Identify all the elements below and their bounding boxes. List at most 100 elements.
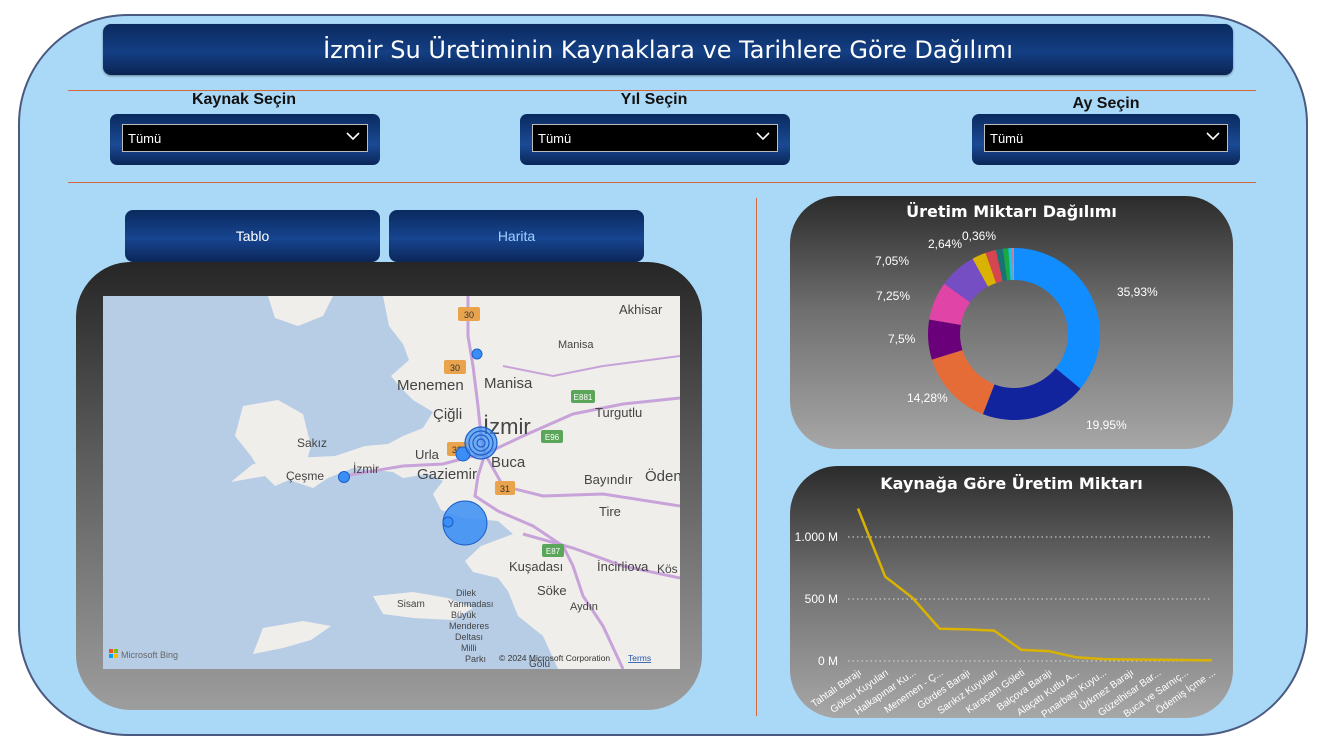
page-title-text: İzmir Su Üretiminin Kaynaklara ve Tarihl… bbox=[323, 35, 1013, 64]
place-label: Kös bbox=[657, 562, 678, 576]
karaburun bbox=[403, 430, 465, 466]
map-bubble[interactable] bbox=[476, 438, 486, 448]
road-shield: E87 bbox=[542, 544, 564, 557]
samos-island bbox=[373, 592, 473, 620]
map-copyright: © 2024 Microsoft Corporation bbox=[499, 653, 610, 663]
table-button[interactable]: Tablo bbox=[125, 210, 380, 262]
svg-text:30: 30 bbox=[450, 363, 460, 373]
line-series[interactable] bbox=[856, 508, 1213, 662]
donut-slice[interactable] bbox=[995, 248, 1008, 282]
map-bubble[interactable] bbox=[464, 426, 498, 460]
map-button-label: Harita bbox=[497, 228, 536, 244]
chevron-down-icon[interactable] bbox=[1205, 128, 1221, 144]
bing-logo: Microsoft Bing bbox=[109, 649, 178, 660]
map-button[interactable]: Harita bbox=[389, 210, 644, 262]
place-label: Söke bbox=[537, 583, 567, 598]
donut-chart[interactable]: 35,93% 19,95% 14,28% 7,5% 7,25% 7,05% 2,64%0,3… bbox=[790, 196, 1233, 449]
road-shield: E96 bbox=[541, 430, 563, 443]
donut-chart-panel: Üretim Miktarı Dağılımı 35,93% 19,95% 14,2… bbox=[790, 196, 1233, 449]
donut-data-label: 2,64% bbox=[928, 237, 962, 251]
section-divider bbox=[756, 198, 757, 716]
place-label: Tire bbox=[599, 504, 621, 519]
ikaria-island bbox=[253, 621, 331, 654]
road-shield: 30 bbox=[458, 307, 480, 321]
donut-slice[interactable] bbox=[982, 368, 1081, 420]
map-bubble[interactable] bbox=[471, 348, 483, 360]
donut-data-label: 19,95% bbox=[1086, 418, 1127, 432]
y-tick-label: 1.000 M bbox=[795, 530, 838, 544]
highway bbox=[484, 396, 680, 456]
place-label: Çiğli bbox=[433, 406, 462, 423]
month-slicer-dropdown[interactable]: Tümü bbox=[984, 124, 1228, 152]
map-terms-link[interactable]: Terms bbox=[628, 653, 651, 663]
highway bbox=[483, 453, 680, 508]
bottom-divider bbox=[68, 182, 1256, 183]
map-visual[interactable]: Akhisar Manisa Menemen Manisa Turgutlu Ç… bbox=[103, 296, 680, 669]
place-label: Çeşme bbox=[286, 469, 324, 483]
lesbos-coast bbox=[268, 296, 333, 326]
source-slicer-dropdown[interactable]: Tümü bbox=[122, 124, 368, 152]
donut-slice[interactable] bbox=[929, 283, 971, 325]
place-label: Sakız bbox=[297, 436, 327, 450]
month-slicer-label: Ay Seçin bbox=[1072, 95, 1140, 112]
place-label: Aydın bbox=[570, 601, 598, 613]
highway bbox=[466, 296, 625, 669]
chevron-down-icon[interactable] bbox=[345, 128, 361, 144]
place-label: Manisa bbox=[484, 375, 533, 392]
donut-chart-title: Üretim Miktarı Dağılımı bbox=[906, 202, 1117, 221]
donut-slice[interactable] bbox=[928, 319, 963, 360]
month-slicer-value: Tümü bbox=[990, 130, 1024, 146]
donut-slice[interactable] bbox=[1002, 248, 1011, 281]
place-label: Kuşadası bbox=[509, 559, 563, 574]
year-slicer-label: Yıl Seçin bbox=[620, 91, 688, 108]
donut-slice[interactable] bbox=[944, 258, 988, 303]
year-slicer[interactable]: Tümü bbox=[520, 114, 790, 165]
donut-data-label: 7,5% bbox=[888, 332, 916, 346]
donut-slice[interactable] bbox=[1008, 248, 1013, 281]
donut-data-label: 7,25% bbox=[876, 289, 910, 303]
table-button-label: Tablo bbox=[235, 228, 270, 244]
donut-data-label: 14,28% bbox=[907, 391, 948, 405]
place-label: Sisam bbox=[397, 599, 425, 610]
donut-slice[interactable] bbox=[1012, 248, 1014, 281]
year-slicer-dropdown[interactable]: Tümü bbox=[532, 124, 778, 152]
chios-island bbox=[235, 400, 311, 486]
road-shield: 30 bbox=[444, 360, 466, 374]
place-label: İzmir bbox=[353, 462, 379, 476]
svg-text:31: 31 bbox=[500, 484, 510, 494]
place-label: İncirliova bbox=[597, 559, 649, 574]
map-bubble[interactable] bbox=[472, 434, 490, 452]
highway bbox=[502, 355, 680, 378]
map-bubble[interactable] bbox=[338, 471, 350, 483]
road-shield: E881 bbox=[571, 390, 595, 403]
donut-data-label: 0,36% bbox=[962, 229, 996, 243]
road-shield: 31 bbox=[495, 481, 515, 495]
place-label: Dilek Yarımadası Büyük Menderes Deltası Milli… bbox=[448, 588, 493, 664]
source-slicer-value: Tümü bbox=[128, 130, 162, 146]
top-divider bbox=[68, 90, 1256, 91]
place-label: Gölü bbox=[529, 659, 550, 669]
donut-slice[interactable] bbox=[972, 252, 997, 287]
svg-text:30: 30 bbox=[464, 310, 474, 320]
donut-slice[interactable] bbox=[1014, 248, 1100, 389]
svg-text:E881: E881 bbox=[574, 393, 593, 402]
highway bbox=[522, 532, 680, 580]
place-label: Bayındır bbox=[584, 472, 633, 487]
map-bubble[interactable] bbox=[442, 516, 454, 528]
map-canvas[interactable]: Akhisar Manisa Menemen Manisa Turgutlu Ç… bbox=[103, 296, 680, 669]
month-slicer[interactable]: Tümü bbox=[972, 114, 1240, 165]
mainland bbox=[231, 296, 680, 669]
place-label: Buca bbox=[491, 454, 526, 471]
donut-slice[interactable] bbox=[985, 249, 1003, 284]
place-label: Menemen bbox=[397, 377, 464, 394]
donut-slice[interactable] bbox=[931, 350, 995, 415]
chevron-down-icon[interactable] bbox=[755, 128, 771, 144]
source-slicer[interactable]: Tümü bbox=[110, 114, 380, 165]
line-chart-panel: Kaynağa Göre Üretim Miktarı 0 M 500 M 1.00… bbox=[790, 466, 1233, 718]
line-chart-title: Kaynağa Göre Üretim Miktarı bbox=[880, 474, 1143, 493]
svg-text:Microsoft Bing: Microsoft Bing bbox=[121, 650, 178, 660]
place-label: Turgutlu bbox=[595, 405, 642, 420]
map-bubble[interactable] bbox=[468, 430, 494, 456]
year-slicer-value: Tümü bbox=[538, 130, 572, 146]
